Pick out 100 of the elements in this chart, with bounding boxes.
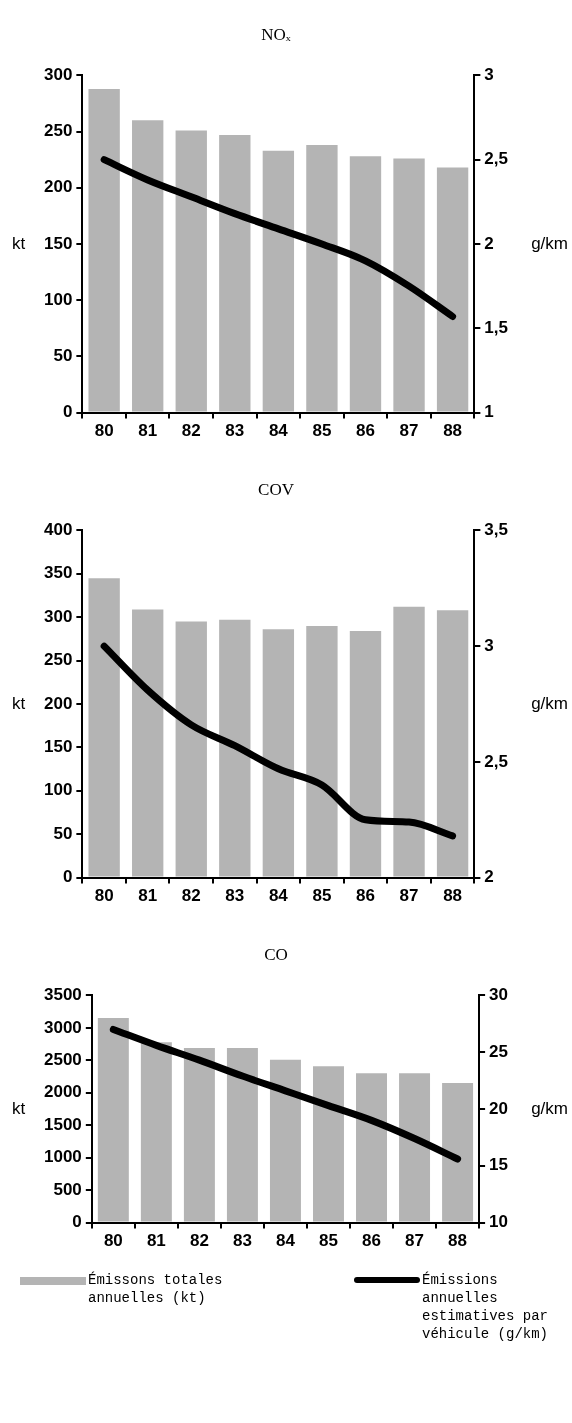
y2-axis-title: g/km	[531, 233, 568, 253]
x-tick-label: 87	[399, 421, 419, 441]
y-tick-label: 400	[43, 520, 73, 540]
x-tick-label: 81	[138, 421, 158, 441]
x-tick-label: 84	[268, 421, 289, 441]
y-tick-label: 1500	[43, 1114, 82, 1134]
bar	[306, 625, 338, 877]
y2-tick-label: 30	[489, 985, 509, 1005]
x-tick-label: 85	[319, 1231, 338, 1251]
y2-axis-title: g/km	[531, 693, 568, 713]
bar	[269, 1059, 301, 1222]
y-tick-label: 250	[43, 650, 73, 670]
bar	[393, 158, 425, 412]
legend-label: Émissions annuelles estimatives par véhicule (g/km)	[422, 1271, 550, 1343]
bar	[349, 631, 382, 877]
bar	[140, 1042, 172, 1222]
x-tick-label: 82	[189, 1231, 209, 1251]
y-tick-label: 0	[72, 1212, 82, 1232]
y-tick-label: 50	[53, 346, 73, 366]
bar	[175, 130, 207, 412]
bar	[132, 120, 164, 412]
y-tick-label: 150	[43, 737, 73, 757]
y-tick-label: 3500	[43, 985, 82, 1005]
bar	[436, 167, 469, 412]
chart-title: CO	[264, 944, 288, 964]
y2-tick-label: 2	[484, 867, 494, 887]
y-tick-label: 1000	[43, 1147, 82, 1167]
y-axis-title: kt	[12, 233, 26, 253]
bar	[88, 578, 120, 877]
x-tick-label: 88	[443, 886, 463, 906]
bar	[436, 610, 469, 877]
y2-tick-label: 1,5	[484, 317, 509, 337]
y-tick-label: 250	[43, 121, 73, 141]
y-tick-label: 150	[43, 233, 73, 253]
x-tick-label: 87	[399, 886, 419, 906]
y-tick-label: 300	[43, 606, 73, 626]
x-tick-label: 84	[275, 1231, 296, 1251]
y-tick-label: 0	[62, 867, 73, 887]
x-tick-label: 81	[138, 886, 158, 906]
x-tick-label: 86	[356, 886, 375, 906]
bar	[132, 609, 164, 877]
y2-tick-label: 2,5	[484, 149, 509, 169]
x-tick-label: 86	[356, 421, 375, 441]
bar	[97, 1018, 129, 1222]
y-tick-label: 3000	[43, 1017, 82, 1037]
x-tick-label: 84	[268, 886, 289, 906]
y2-tick-label: 15	[489, 1155, 509, 1175]
y2-tick-label: 10	[489, 1212, 509, 1232]
x-tick-label: 86	[362, 1231, 381, 1251]
bar	[219, 134, 251, 412]
y-tick-label: 300	[43, 65, 73, 85]
x-tick-label: 88	[443, 421, 463, 441]
x-tick-label: 82	[181, 421, 201, 441]
y2-tick-label: 3	[484, 635, 494, 655]
x-tick-label: 80	[94, 886, 114, 906]
y-tick-label: 500	[53, 1179, 82, 1199]
y-tick-label: 2000	[43, 1082, 82, 1102]
x-tick-label: 80	[103, 1231, 123, 1251]
x-tick-label: 80	[94, 421, 114, 441]
bar	[175, 621, 207, 877]
y-tick-label: 100	[43, 780, 73, 800]
y-tick-label: 2500	[43, 1050, 82, 1069]
x-tick-label: 83	[225, 421, 245, 441]
bar	[226, 1047, 258, 1222]
bar	[219, 619, 251, 877]
bar	[306, 145, 338, 412]
y-tick-label: 0	[62, 402, 73, 422]
y2-tick-label: 1	[484, 402, 494, 422]
x-tick-label: 83	[225, 886, 245, 906]
y2-tick-label: 3	[484, 65, 494, 85]
bar	[393, 606, 425, 877]
y-tick-label: 50	[53, 823, 73, 843]
bar	[399, 1073, 431, 1222]
bar	[349, 156, 382, 412]
y2-axis-title: g/km	[531, 1098, 568, 1118]
x-tick-label: 82	[181, 886, 201, 906]
y-tick-label: 100	[43, 289, 73, 309]
y-axis-title: kt	[12, 1098, 26, 1118]
y2-tick-label: 2,5	[484, 751, 509, 771]
x-tick-label: 88	[448, 1231, 468, 1251]
bar	[88, 88, 120, 412]
bar	[262, 629, 295, 877]
y-axis-title: kt	[12, 693, 26, 713]
y2-tick-label: 2	[484, 233, 494, 253]
bar	[356, 1073, 388, 1222]
bar	[312, 1066, 344, 1222]
x-tick-label: 81	[146, 1231, 166, 1251]
bar	[183, 1047, 215, 1222]
y-tick-label: 200	[43, 177, 73, 197]
y-tick-label: 350	[43, 563, 73, 583]
y2-tick-label: 25	[489, 1041, 509, 1061]
bar	[442, 1083, 474, 1222]
y-tick-label: 200	[43, 693, 73, 713]
chart-title: COV	[258, 479, 295, 499]
chart-title: NOₓ	[261, 24, 291, 44]
legend-label: Émissons totales annuelles (kt)	[88, 1271, 224, 1307]
bar	[262, 150, 295, 412]
x-tick-label: 83	[232, 1231, 252, 1251]
x-tick-label: 85	[312, 886, 332, 906]
y2-tick-label: 3,5	[484, 520, 509, 540]
